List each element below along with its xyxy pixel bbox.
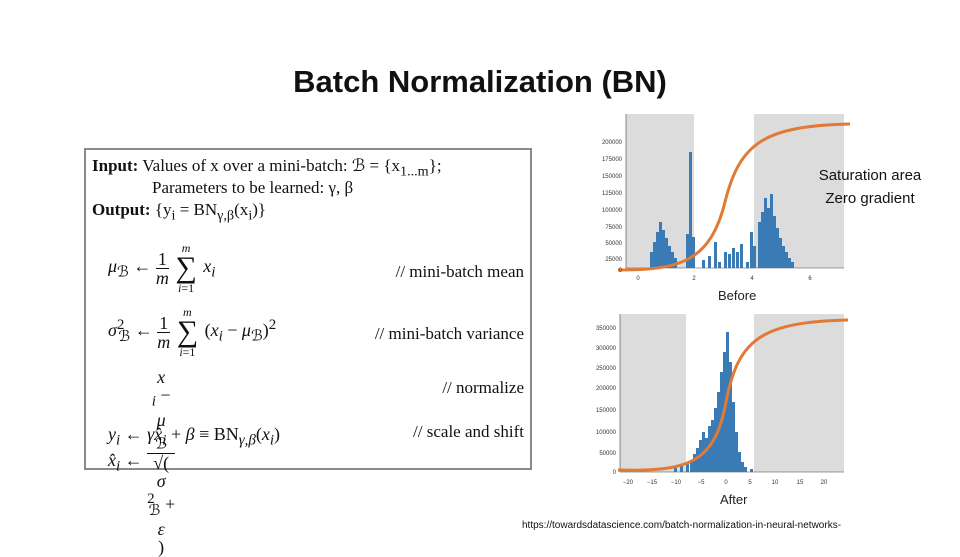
input-keyword: Input: — [92, 156, 139, 175]
before-xlabel: Before — [718, 288, 757, 303]
output-text: {y — [154, 200, 172, 219]
comment-variance: // mini-batch variance — [374, 324, 524, 343]
note-line-1: Saturation area — [818, 167, 922, 184]
after-xlabel: After — [720, 492, 748, 507]
note-line-2: Zero gradient — [825, 190, 915, 207]
input-line: Input: Values of x over a mini-batch: ℬ … — [92, 156, 442, 180]
after-sigmoid-curve — [617, 318, 849, 472]
after-ytick-6: 50000 — [599, 451, 616, 457]
after-xtick-1: −15 — [647, 480, 658, 486]
after-ytick-2: 250000 — [596, 366, 617, 372]
scale-shift-equation: yi ← γx̂i + β ≡ BNγ,β(xi) — [108, 424, 281, 449]
before-xtick-3: 6 — [808, 276, 812, 282]
input-text: Values of x over a mini-batch: ℬ = {x — [142, 156, 400, 175]
after-xtick-6: 10 — [772, 480, 779, 486]
before-ytick-0: 200000 — [602, 140, 623, 146]
before-xtick-0: 0 — [636, 276, 640, 282]
after-xtick-8: 20 — [821, 480, 828, 486]
after-xtick-3: −5 — [698, 480, 706, 486]
after-xtick-5: 5 — [748, 480, 752, 486]
output-end2: )} — [252, 200, 267, 219]
after-ytick-1: 300000 — [596, 346, 617, 352]
after-ytick-0: 350000 — [596, 326, 617, 332]
output-sub2: γ,β — [217, 207, 235, 224]
output-sub: i — [171, 207, 176, 224]
saturation-region-right-after — [754, 314, 844, 472]
before-sigmoid-curve — [617, 122, 850, 272]
before-ytick-2: 150000 — [602, 174, 623, 180]
params-line: Parameters to be learned: γ, β — [152, 178, 354, 197]
output-line: Output: {yi = BNγ,β(xi)} — [92, 200, 267, 224]
comment-scale-shift: // scale and shift — [413, 422, 524, 441]
slide-title: Batch Normalization (BN) — [293, 64, 667, 99]
before-xtick-2: 4 — [750, 276, 754, 282]
before-ytick-4: 100000 — [602, 208, 623, 214]
before-xtick-1: 2 — [692, 276, 696, 282]
after-ytick-4: 150000 — [596, 408, 617, 414]
after-ytick-3: 200000 — [596, 386, 617, 392]
bn-algorithm-box: Input: Values of x over a mini-batch: ℬ … — [84, 148, 532, 556]
saturation-region-left-after — [620, 314, 686, 472]
input-subscript: 1...m — [399, 163, 429, 180]
before-ytick-5: 75000 — [605, 225, 622, 231]
saturation-note: Saturation area Zero gradient — [790, 164, 950, 210]
after-histogram: 350000 300000 250000 200000 150000 10000… — [596, 314, 849, 486]
after-xtick-0: −20 — [623, 480, 634, 486]
input-end: }; — [428, 156, 442, 175]
after-ytick-7: 0 — [613, 470, 617, 476]
before-ytick-3: 125000 — [602, 191, 623, 197]
after-xtick-2: −10 — [671, 480, 682, 486]
before-histogram: 200000 175000 150000 125000 100000 75000… — [602, 114, 850, 282]
after-ytick-5: 100000 — [596, 430, 617, 436]
before-ytick-8: 0 — [619, 268, 623, 274]
after-xtick-7: 15 — [797, 480, 804, 486]
before-ytick-7: 25000 — [605, 257, 622, 263]
output-end: (x — [234, 200, 249, 219]
before-ytick-6: 50000 — [605, 241, 622, 247]
comment-normalize: // normalize — [442, 378, 524, 397]
output-keyword: Output: — [92, 200, 151, 219]
after-xtick-4: 0 — [724, 480, 728, 486]
source-link[interactable]: https://towardsdatascience.com/batch-nor… — [522, 520, 842, 531]
comment-mean: // mini-batch mean — [395, 262, 524, 281]
before-ytick-1: 175000 — [602, 157, 623, 163]
output-mid: = BN — [175, 200, 218, 219]
